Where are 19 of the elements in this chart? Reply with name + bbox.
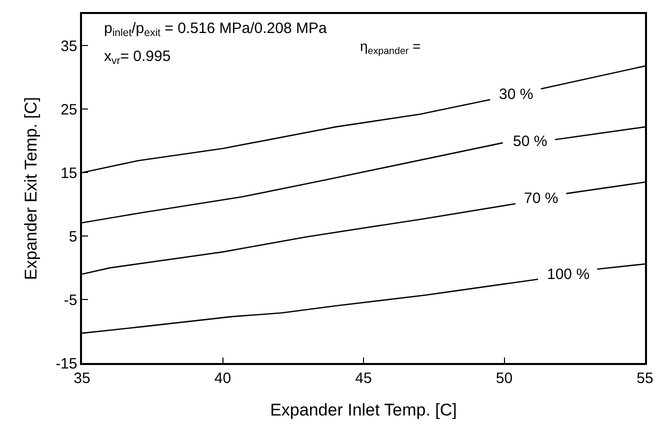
series-label: 30 %: [499, 86, 534, 103]
y-axis-title: Expander Exit Temp. [C]: [22, 97, 41, 280]
annotation: p$_{inlet}$/p$_{exit}$ = 0.516 MPa/0.208 MPa: [104, 20, 328, 40]
annotation: η$_{expander}$ =: [360, 38, 421, 57]
x-tick-label: 55: [636, 370, 654, 387]
annotation: x$_{vr}$= 0.995: [104, 48, 171, 68]
y-tick-label: -5: [64, 292, 78, 309]
y-tick-label: 15: [60, 164, 78, 182]
x-tick-label: 40: [214, 370, 232, 387]
y-tick-label: 35: [60, 38, 78, 55]
series-label: 50 %: [513, 133, 548, 150]
series-label: 100 %: [547, 266, 590, 283]
x-tick-label: 50: [496, 370, 513, 387]
y-tick-label: 5: [68, 228, 78, 246]
y-tick-label: -15: [56, 355, 78, 372]
y-tick-label: 25: [60, 101, 78, 118]
x-axis-title: Expander Inlet Temp. [C]: [270, 400, 457, 420]
series-label: 70 %: [524, 190, 558, 207]
x-tick-label: 45: [355, 370, 372, 387]
